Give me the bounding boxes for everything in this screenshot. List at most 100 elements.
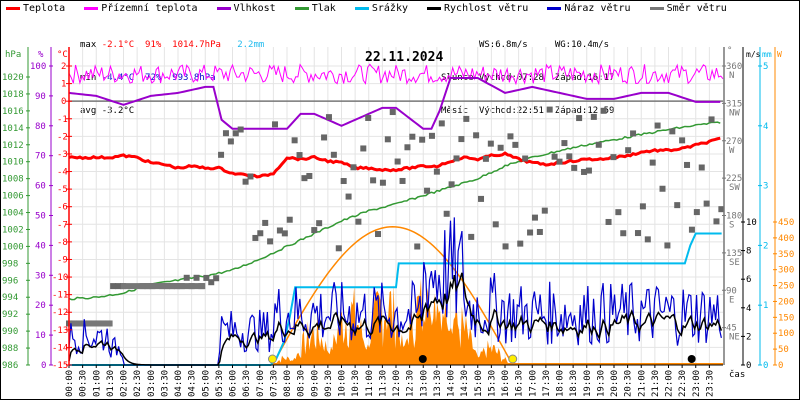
moonset: Západ:12:59 — [554, 106, 615, 116]
theoretical-radiation-curve — [271, 226, 513, 366]
x-tick-label: 16:30 — [515, 370, 525, 397]
direction-tick-compass: E — [729, 295, 734, 305]
wind-direction-point — [330, 151, 337, 158]
temperature-tick-label: -14 — [52, 343, 68, 353]
x-tick-label: 11:00 — [365, 370, 375, 397]
axes: 00:00 00:30 01:00 01:30 02:00 02:30 03:00 03:30… — [2, 46, 794, 397]
legend-swatch — [427, 6, 442, 10]
x-tick-label: 15:00 — [474, 370, 484, 397]
humidity-tick-label: 30 — [35, 271, 46, 281]
moonrise-marker — [687, 355, 696, 363]
x-tick-label: 15:30 — [487, 370, 497, 397]
wind-direction-point — [291, 137, 298, 144]
wind-direction-point — [350, 164, 357, 171]
wind-direction-point — [458, 136, 465, 143]
legend-item-vlhkost: Vlhkost — [216, 3, 276, 14]
x-tick-label: 09:30 — [324, 370, 334, 397]
wind-direction-point — [649, 159, 656, 166]
legend-swatch — [6, 6, 20, 10]
wind-direction-point — [571, 164, 578, 171]
rain-tick-label: 1 — [763, 301, 768, 311]
humidity-tick-label: 60 — [35, 182, 46, 192]
temperature-tick-label: 1 — [61, 80, 66, 90]
wind-direction-point — [340, 178, 347, 185]
wind-direction-point — [252, 234, 259, 241]
wind-direction-point — [487, 140, 494, 147]
wind-direction-point — [213, 275, 220, 282]
x-tick-label: 16:00 — [501, 370, 511, 397]
wind-direction-point — [698, 164, 705, 171]
wind-direction-point — [286, 216, 293, 223]
humidity-tick-label: 70 — [35, 152, 46, 162]
x-tick-label: 19:30 — [596, 370, 606, 397]
legend-item-rychlost-vetru: Rychlost větru — [427, 3, 528, 14]
legend-swatch — [216, 6, 231, 10]
x-tick-label: 00:00 — [65, 370, 75, 397]
rain-tick-label: 5 — [763, 62, 768, 72]
temperature-tick-label: -6 — [57, 203, 68, 213]
pressure-tick-label: 998 — [2, 259, 18, 269]
x-tick-label: 05:00 — [201, 370, 211, 397]
wind-direction-point — [507, 133, 514, 140]
pressure-tick-label: 1016 — [2, 107, 24, 117]
pressure-tick-label: 992 — [2, 310, 18, 320]
direction-tick-label: 45 — [726, 324, 737, 334]
wind-direction-point — [590, 113, 597, 120]
radiation-tick-label: 200 — [778, 297, 794, 307]
pressure-tick-label: 1006 — [2, 192, 24, 202]
wind-direction-point — [448, 181, 455, 188]
pressure-tick-label: 1018 — [2, 90, 24, 100]
humidity-tick-label: 20 — [35, 301, 46, 311]
temperature-tick-label: -2 — [57, 132, 68, 142]
x-tick-label: 21:00 — [637, 370, 647, 397]
pressure-tick-label: 996 — [2, 276, 18, 286]
x-tick-label: 05:30 — [215, 370, 225, 397]
wind-direction-point — [428, 132, 435, 139]
humidity-tick-label: 100 — [30, 62, 46, 72]
humidity-tick-label: 90 — [35, 92, 46, 102]
humidity-tick-label: 40 — [35, 241, 46, 251]
temperature-tick-label: -1 — [57, 115, 68, 125]
temperature-tick-label: 0 — [61, 97, 66, 107]
avg-temp: -3.2°C — [101, 106, 135, 116]
direction-tick-label: 135 — [726, 249, 742, 259]
x-tick-label: 04:30 — [188, 370, 198, 397]
wind-direction-point — [345, 193, 352, 200]
wind-direction-point — [497, 144, 504, 151]
temperature-axis-label: °C — [57, 50, 68, 60]
radiation-tick-label: 300 — [778, 266, 794, 276]
pressure-tick-label: 990 — [2, 327, 18, 337]
legend-item-srazky: Srážky — [354, 3, 408, 14]
wind-direction-point — [232, 130, 239, 137]
wind-direction-point — [384, 136, 391, 143]
temperature-tick-label: -11 — [52, 291, 68, 301]
wind-direction-point — [311, 227, 318, 234]
wind-direction-point — [394, 158, 401, 165]
legend-item-prizemni-teplota: Přízemní teplota — [84, 3, 198, 14]
x-tick-label: 13:30 — [433, 370, 443, 397]
wind-direction-point — [625, 147, 632, 154]
temperature-tick-label: -8 — [57, 238, 68, 248]
direction-tick-compass: NE — [729, 333, 740, 343]
moonrise: Východ:22:51 — [478, 106, 544, 116]
x-tick-label: 20:00 — [610, 370, 620, 397]
wind-direction-point — [389, 109, 396, 116]
x-tick-label: 23:00 — [692, 370, 702, 397]
legend-item-tlak: Tlak — [294, 3, 336, 14]
direction-tick-compass: S — [729, 221, 734, 231]
wind-direction-point — [379, 179, 386, 186]
wind-direction-point — [110, 283, 117, 290]
radiation-axis-label: W — [777, 50, 782, 59]
x-tick-label: 07:00 — [256, 370, 266, 397]
wind-direction-point — [227, 138, 234, 145]
x-tick-label: 12:30 — [406, 370, 416, 397]
wind-direction-point — [639, 203, 646, 210]
wind-direction-point — [551, 153, 558, 160]
x-tick-label: 06:30 — [242, 370, 252, 397]
pressure-tick-label: 1000 — [2, 242, 24, 252]
x-tick-label: 14:00 — [447, 370, 457, 397]
radiation-area — [272, 278, 513, 365]
pressure-tick-label: 1008 — [2, 175, 24, 185]
x-tick-label: 13:00 — [419, 370, 429, 397]
